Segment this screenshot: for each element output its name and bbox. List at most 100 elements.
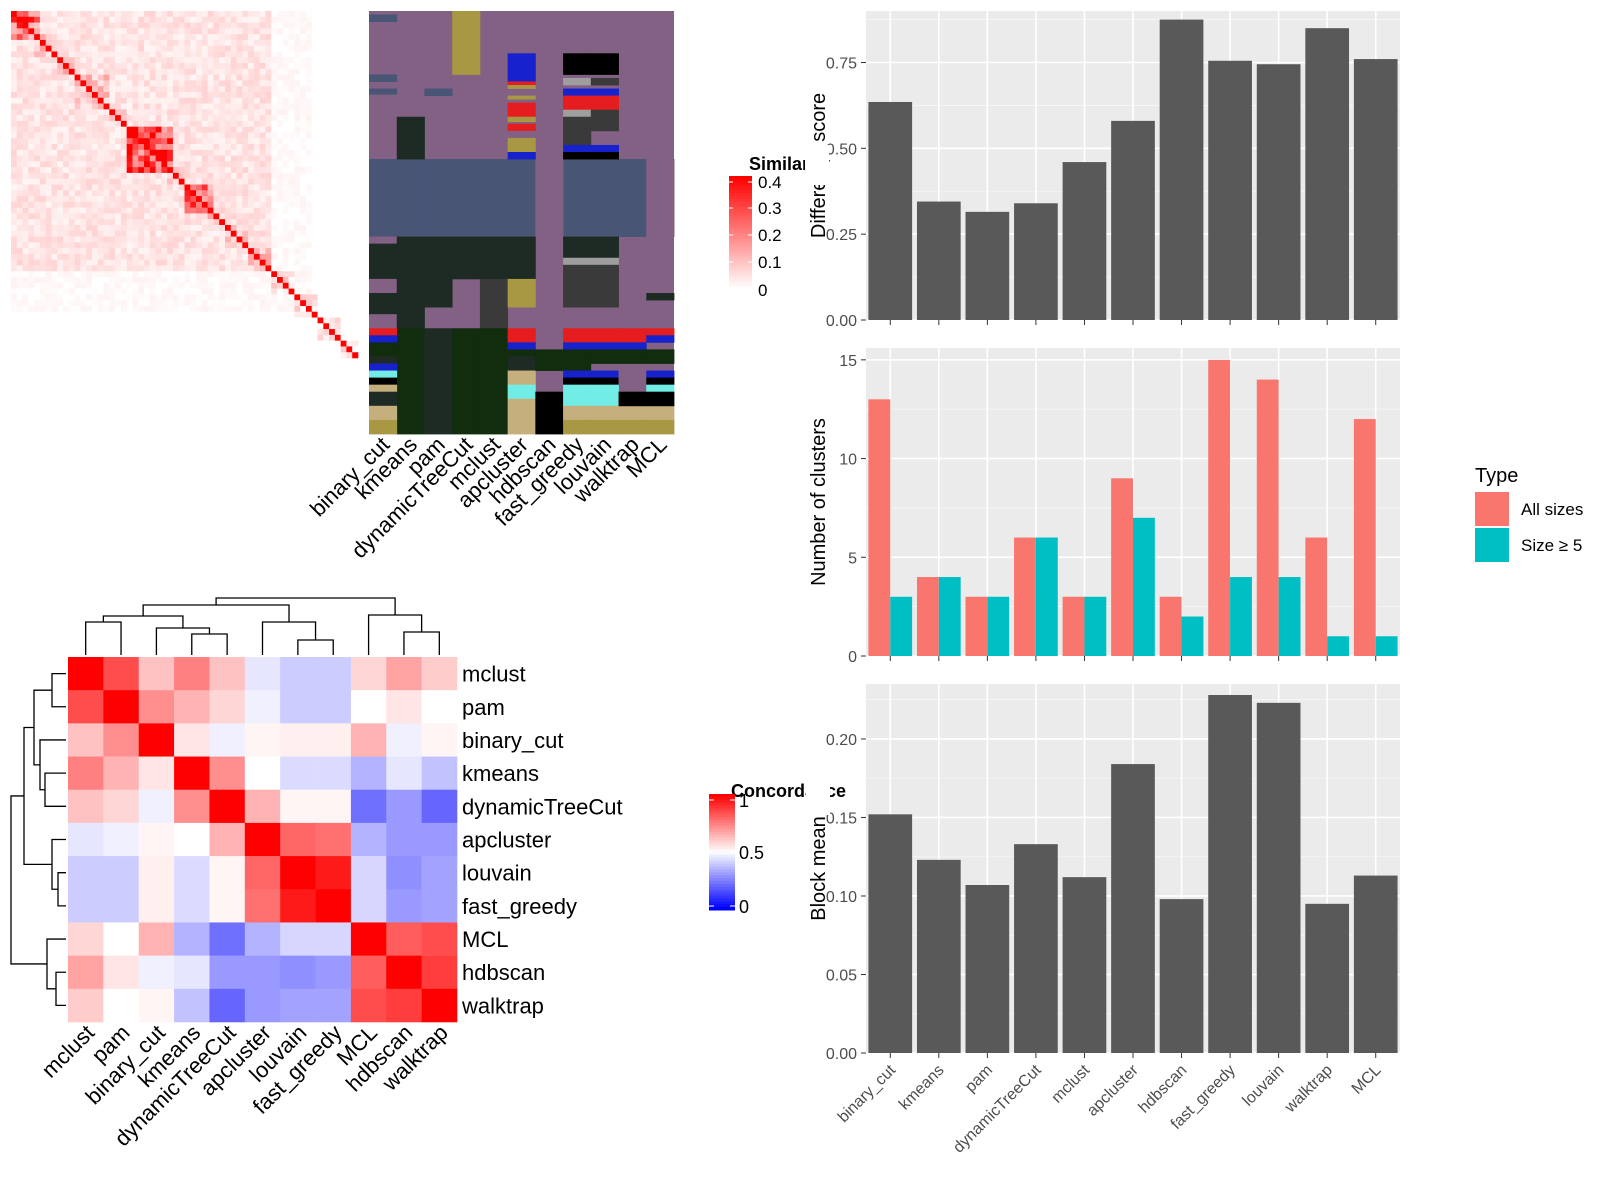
- similarity-cell: [196, 300, 203, 307]
- similarity-cell: [253, 230, 260, 237]
- similarity-cell: [86, 86, 93, 93]
- similarity-cell: [132, 91, 139, 99]
- similarity-cell: [80, 45, 87, 52]
- similarity-legend-swatch: [729, 210, 752, 214]
- similarity-cell: [294, 63, 301, 70]
- similarity-cell: [352, 213, 359, 220]
- similarity-cell: [305, 97, 313, 104]
- similarity-cell: [236, 91, 243, 99]
- similarity-cell: [190, 45, 197, 52]
- similarity-cell: [115, 103, 122, 110]
- similarity-cell: [340, 184, 347, 191]
- similarity-cell: [236, 196, 243, 203]
- similarity-cell: [184, 282, 191, 289]
- similarity-cell: [63, 190, 70, 197]
- similarity-cell: [109, 196, 116, 203]
- similarity-cell: [300, 68, 307, 75]
- similarity-cell: [16, 207, 23, 214]
- similarity-cell: [282, 294, 289, 301]
- similarity-cell: [51, 277, 58, 284]
- concordance-cell: [209, 889, 246, 923]
- similarity-cell: [51, 63, 58, 70]
- similarity-cell: [28, 28, 35, 35]
- similarity-cell: [74, 305, 81, 313]
- similarity-cell: [300, 149, 307, 156]
- similarity-cell: [103, 259, 110, 266]
- similarity-cell: [352, 167, 359, 174]
- similarity-cell: [305, 201, 313, 208]
- similarity-cell: [132, 68, 139, 75]
- similarity-cell: [184, 323, 191, 330]
- similarity-cell: [74, 300, 81, 307]
- concordance-cell: [138, 889, 175, 923]
- similarity-cell: [329, 51, 336, 58]
- similarity-cell: [253, 213, 260, 220]
- similarity-cell: [144, 120, 151, 127]
- similarity-cell: [288, 329, 295, 336]
- similarity-cell: [34, 45, 41, 52]
- similarity-cell: [230, 213, 237, 220]
- similarity-cell: [91, 80, 99, 87]
- similarity-cell: [207, 236, 214, 243]
- similarity-cell: [86, 230, 93, 237]
- concordance-legend-swatch: [709, 834, 735, 838]
- similarity-cell: [167, 311, 174, 318]
- similarity-cell: [346, 184, 353, 191]
- similarity-cell: [334, 329, 341, 336]
- similarity-cell: [224, 103, 232, 110]
- similarity-cell: [305, 74, 313, 81]
- similarity-cell: [207, 120, 214, 127]
- similarity-cell: [224, 80, 232, 87]
- similarity-cell: [39, 224, 46, 232]
- similarity-cell: [329, 213, 336, 220]
- similarity-cell: [190, 219, 197, 226]
- similarity-cell: [305, 120, 313, 127]
- similarity-cell: [190, 68, 197, 75]
- similarity-cell: [115, 277, 122, 284]
- similarity-cell: [149, 242, 156, 249]
- similarity-cell: [294, 103, 301, 110]
- similarity-cell: [91, 352, 99, 359]
- assignment-cell: [563, 328, 592, 343]
- similarity-cell: [271, 242, 278, 249]
- similarity-cell: [219, 329, 226, 336]
- similarity-cell: [120, 63, 127, 70]
- similarity-cell: [97, 305, 104, 313]
- similarity-cell: [57, 138, 64, 145]
- concordance-cell: [315, 922, 352, 956]
- similarity-cell: [323, 277, 330, 284]
- similarity-cell: [86, 172, 93, 180]
- similarity-cell: [282, 352, 289, 359]
- similarity-cell: [45, 201, 52, 208]
- similarity-cell: [294, 300, 301, 307]
- similarity-cell: [184, 161, 191, 168]
- similarity-cell: [172, 167, 180, 174]
- similarity-cell: [115, 74, 122, 81]
- similarity-cell: [28, 11, 35, 18]
- similarity-cell: [213, 126, 220, 133]
- similarity-cell: [74, 57, 81, 64]
- similarity-cell: [57, 97, 64, 104]
- similarity-cell: [138, 282, 145, 289]
- similarity-cell: [253, 248, 260, 255]
- similarity-cell: [253, 68, 260, 75]
- similarity-cell: [329, 109, 336, 116]
- similarity-cell: [91, 248, 99, 255]
- similarity-cell: [109, 219, 116, 226]
- similarity-legend-swatch: [729, 272, 752, 277]
- similarity-cell: [22, 282, 29, 289]
- similarity-cell: [311, 259, 318, 266]
- similarity-cell: [167, 63, 174, 70]
- similarity-cell: [317, 282, 324, 289]
- similarity-cell: [248, 80, 255, 87]
- similarity-cell: [149, 97, 156, 104]
- similarity-cell: [213, 34, 220, 41]
- similarity-cell: [300, 155, 307, 162]
- similarity-cell: [138, 294, 145, 301]
- concordance-cell: [350, 822, 387, 857]
- similarity-cell: [172, 277, 180, 284]
- similarity-cell: [149, 340, 156, 347]
- similarity-cell: [317, 334, 324, 341]
- similarity-cell: [190, 329, 197, 336]
- similarity-cell: [120, 45, 127, 52]
